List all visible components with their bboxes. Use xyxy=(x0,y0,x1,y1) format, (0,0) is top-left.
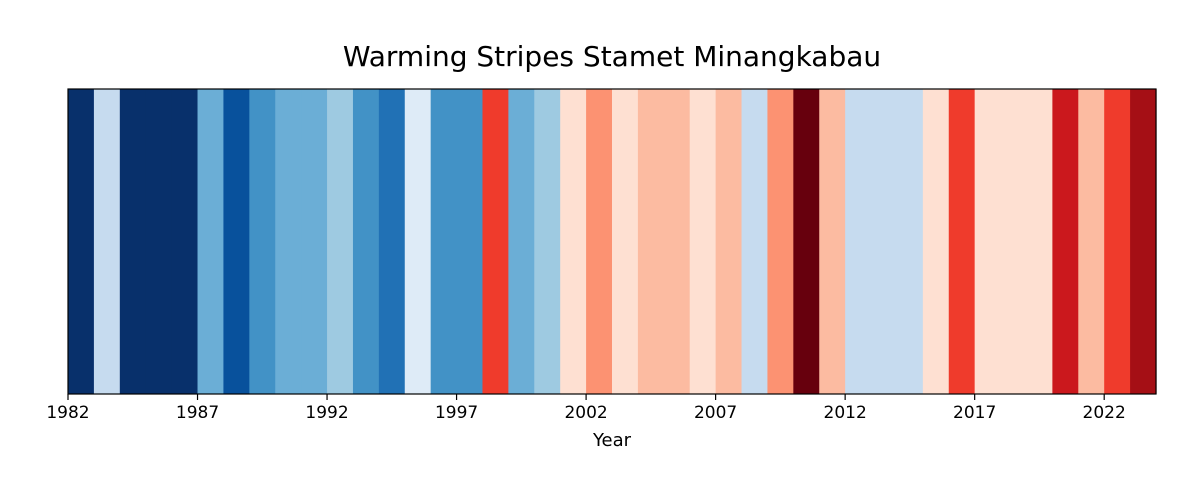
x-axis-ticks: 1982 1987 1992 1997 2002 2007 2012 2017 2022 xyxy=(46,394,1126,423)
stripe-2011 xyxy=(819,89,846,394)
stripe-2003 xyxy=(612,89,639,394)
stripe-1987 xyxy=(197,89,225,394)
stripe-2022 xyxy=(1104,89,1131,394)
stripe-1994 xyxy=(378,89,406,394)
x-tick-label-1987: 1987 xyxy=(176,403,219,423)
x-tick-label-1982: 1982 xyxy=(46,403,89,423)
stripe-1996 xyxy=(430,89,458,394)
stripe-1983 xyxy=(93,89,121,394)
stripe-1990 xyxy=(275,89,302,394)
plot-frame xyxy=(67,88,1157,395)
stripe-1999 xyxy=(508,89,535,394)
x-tick-label-2017: 2017 xyxy=(953,403,996,423)
stripe-2004 xyxy=(637,89,665,394)
x-tick-label-2022: 2022 xyxy=(1083,403,1126,423)
stripe-2017 xyxy=(974,89,1002,394)
x-tick-label-2012: 2012 xyxy=(824,403,867,423)
stripe-2010 xyxy=(793,89,820,394)
stripe-2007 xyxy=(715,89,743,394)
stripe-2013 xyxy=(871,89,898,394)
stripe-1991 xyxy=(301,89,328,394)
x-axis-label: Year xyxy=(592,430,632,451)
stripe-1997 xyxy=(456,89,484,394)
stripes-group xyxy=(68,89,1157,394)
stripe-1995 xyxy=(404,89,432,394)
x-tick-label-2007: 2007 xyxy=(694,403,737,423)
x-tick-label-1997: 1997 xyxy=(435,403,478,423)
stripe-2014 xyxy=(896,89,924,394)
stripe-2012 xyxy=(845,89,872,394)
stripe-2018 xyxy=(1000,89,1028,394)
stripe-2001 xyxy=(560,89,587,394)
stripe-2023 xyxy=(1130,89,1157,394)
stripe-1993 xyxy=(352,89,380,394)
stripe-1992 xyxy=(327,89,354,394)
stripe-2006 xyxy=(689,89,717,394)
stripe-2016 xyxy=(948,89,976,394)
stripe-1998 xyxy=(482,89,509,394)
stripe-2021 xyxy=(1078,89,1105,394)
stripe-2005 xyxy=(663,89,691,394)
x-tick-label-2002: 2002 xyxy=(564,403,607,423)
stripe-2000 xyxy=(534,89,561,394)
stripe-2019 xyxy=(1026,89,1053,394)
stripe-2008 xyxy=(741,89,769,394)
stripe-1986 xyxy=(171,89,199,394)
stripe-1984 xyxy=(119,89,147,394)
stripe-1988 xyxy=(223,89,250,394)
stripe-1985 xyxy=(145,89,173,394)
stripe-2009 xyxy=(767,89,794,394)
stripe-1982 xyxy=(68,89,95,394)
stripe-2002 xyxy=(586,89,613,394)
chart-title: Warming Stripes Stamet Minangkabau xyxy=(343,40,881,73)
stripe-1989 xyxy=(249,89,276,394)
stripe-2015 xyxy=(922,89,950,394)
stripe-2020 xyxy=(1052,89,1079,394)
x-tick-label-1992: 1992 xyxy=(305,403,348,423)
